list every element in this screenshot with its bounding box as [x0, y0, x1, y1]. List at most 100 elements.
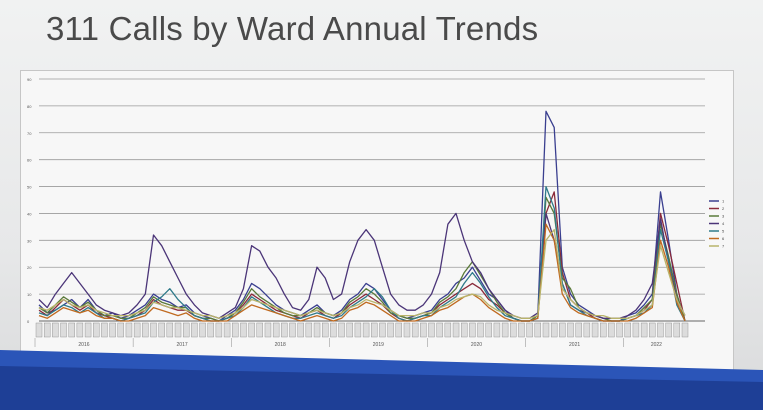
x-month-tick [534, 322, 542, 338]
x-month-tick [264, 322, 272, 338]
x-month-tick [322, 322, 329, 338]
x-month-tick [559, 322, 566, 338]
legend-label: 6 [722, 236, 725, 241]
x-month-tick [501, 322, 509, 338]
x-month-tick [43, 322, 51, 338]
x-month-tick [248, 322, 255, 338]
x-month-tick [510, 322, 517, 338]
x-month-tick [142, 322, 149, 338]
legend-label: 5 [722, 229, 725, 234]
x-month-tick [272, 322, 280, 338]
x-month-tick [550, 322, 558, 338]
x-month-tick [461, 322, 468, 338]
x-month-tick [673, 322, 681, 338]
x-month-tick [444, 322, 452, 338]
legend-label: 4 [722, 221, 725, 226]
y-tick-label: 70 [27, 131, 32, 136]
x-month-tick [371, 322, 378, 338]
legend: 1 2 3 4 5 6 7 [709, 199, 725, 249]
slide-title: 311 Calls by Ward Annual Trends [46, 10, 539, 47]
x-month-tick [101, 322, 108, 338]
x-month-tick [109, 322, 116, 338]
x-month-tick [52, 322, 59, 338]
x-month-tick [354, 322, 362, 338]
x-month-tick [232, 322, 239, 338]
x-month-tick [174, 322, 182, 338]
x-month-tick [125, 322, 133, 338]
legend-label: 2 [722, 206, 725, 211]
line-chart: 0 10 20 30 40 50 60 70 80 90 2016 2017 2018 2019 2020… [27, 77, 725, 348]
x-month-tick [338, 322, 345, 338]
y-tick-label: 10 [27, 292, 32, 297]
series-line-3 [38, 196, 686, 322]
y-tick-label: 20 [27, 265, 32, 270]
x-month-tick [477, 322, 484, 338]
x-month-tick [583, 322, 591, 338]
x-month-tick [93, 322, 100, 338]
series-lines [38, 110, 686, 322]
x-month-tick [436, 322, 443, 338]
x-month-tick [526, 322, 533, 338]
x-month-tick [542, 322, 550, 338]
x-month-tick [256, 322, 263, 338]
y-tick-label: 80 [27, 104, 32, 109]
x-month-tick [469, 322, 476, 338]
x-month-tick [567, 322, 574, 338]
x-month-tick [60, 322, 67, 338]
x-month-tick [485, 322, 492, 338]
y-tick-labels: 0 10 20 30 40 50 60 70 80 90 [27, 77, 32, 324]
x-month-tick [616, 322, 623, 338]
legend-label: 7 [722, 244, 725, 249]
x-year-label: 2022 [651, 342, 662, 348]
x-month-tick [84, 322, 92, 338]
x-year-label: 2017 [177, 342, 188, 348]
x-month-tick [215, 322, 223, 338]
x-month-tick [649, 322, 656, 338]
x-month-tick [68, 322, 75, 338]
x-month-tick [362, 322, 370, 338]
x-month-tick [305, 322, 313, 338]
x-month-tick [133, 322, 141, 338]
x-month-tick [624, 322, 631, 338]
x-month-tick [150, 322, 157, 338]
series-line-1 [38, 110, 686, 322]
x-month-tick [223, 322, 231, 338]
x-month-tick [600, 322, 607, 338]
x-month-tick [76, 322, 84, 338]
y-tick-label: 40 [27, 211, 32, 216]
x-month-tick [452, 322, 460, 338]
x-month-tick [681, 322, 689, 338]
x-year-label: 2020 [471, 342, 482, 348]
x-month-tick [35, 322, 43, 338]
x-month-tick [657, 322, 664, 338]
x-month-tick [281, 322, 288, 338]
x-month-tick [518, 322, 525, 338]
x-month-tick [575, 322, 582, 338]
y-tick-label: 90 [27, 77, 32, 82]
x-month-tick [379, 322, 386, 338]
x-month-tick [420, 322, 427, 338]
x-month-tick [330, 322, 337, 338]
x-month-tick [403, 322, 411, 338]
x-year-label: 2019 [373, 342, 384, 348]
x-month-tick [395, 322, 402, 338]
series-line-6 [38, 223, 686, 322]
x-axis: 2016 2017 2018 2019 2020 2021 2022 [34, 320, 705, 348]
y-tick-label: 0 [27, 319, 30, 324]
legend-label: 1 [722, 199, 725, 204]
chart-frame: 0 10 20 30 40 50 60 70 80 90 2016 2017 2018 2019 2020… [20, 70, 734, 382]
x-month-tick [158, 322, 165, 338]
x-month-tick [493, 322, 501, 338]
gridlines [39, 78, 705, 322]
x-month-tick [289, 322, 296, 338]
x-month-tick [313, 322, 321, 338]
y-tick-label: 60 [27, 158, 32, 163]
x-year-label: 2021 [569, 342, 580, 348]
projector-bottom-band [0, 350, 763, 410]
x-month-tick [166, 322, 174, 338]
x-month-tick [207, 322, 214, 338]
series-line-5 [38, 185, 686, 322]
y-tick-label: 50 [27, 185, 32, 190]
legend-label: 3 [722, 214, 725, 219]
